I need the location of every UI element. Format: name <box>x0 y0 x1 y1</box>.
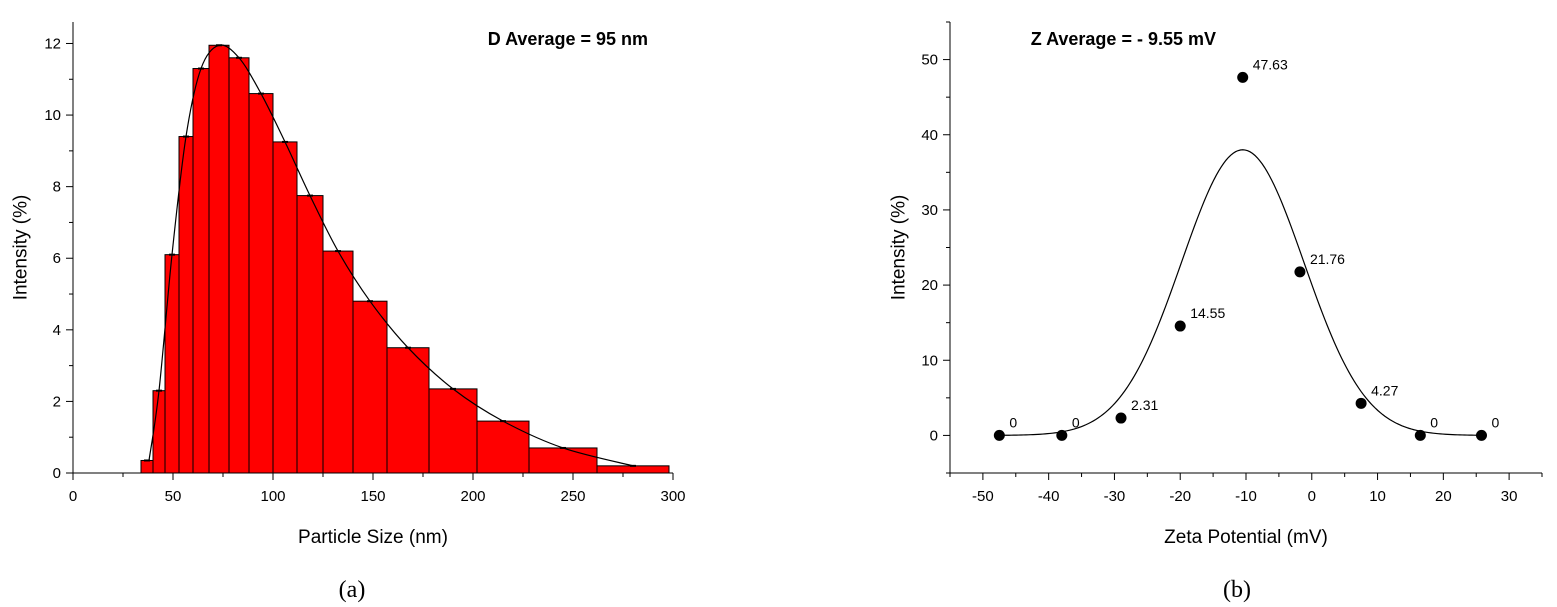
y-tick-label: 4 <box>53 322 61 339</box>
chart-panel-b: 0 0 2.31 14.55 47.63 21.76 4.27 0 0 -50 -40 -30 -20 -… <box>889 21 1543 603</box>
y-axis-title: Intensity (%) <box>889 195 910 301</box>
bar <box>164 254 180 474</box>
y-tick-label: 10 <box>44 107 61 124</box>
x-tick-label: 50 <box>165 488 182 505</box>
data-point <box>993 429 1005 441</box>
y-tick-label: 40 <box>921 127 938 144</box>
fit-curve <box>148 44 634 467</box>
bar <box>208 44 230 474</box>
x-tick-label: 150 <box>360 488 385 505</box>
x-tick-label: 10 <box>1369 488 1386 505</box>
y-tick-label: 8 <box>53 179 61 196</box>
y-tick-label: 50 <box>921 52 938 69</box>
data-label: 21.76 <box>1310 251 1345 267</box>
bar <box>140 459 154 474</box>
y-tick-label: 0 <box>930 427 938 444</box>
bar <box>352 300 388 474</box>
bar <box>248 93 274 474</box>
chart-panel-a: 0 50 100 150 200 250 300 0 2 4 6 8 10 12 Particle Size… <box>11 22 686 603</box>
data-label: 0 <box>1072 414 1080 430</box>
bar <box>386 347 430 474</box>
data-point <box>1355 397 1367 409</box>
data-label: 2.31 <box>1131 397 1158 413</box>
data-point <box>1115 412 1127 424</box>
x-tick-label: 300 <box>660 488 685 505</box>
data-label: 0 <box>1430 414 1438 430</box>
data-point <box>1475 429 1487 441</box>
x-tick-label: 100 <box>260 488 285 505</box>
y-tick-label: 6 <box>53 250 61 267</box>
bar <box>152 390 166 474</box>
x-tick-label: -50 <box>972 488 994 505</box>
bar <box>192 68 210 474</box>
x-tick-label: 20 <box>1435 488 1452 505</box>
data-label: 0 <box>1491 414 1499 430</box>
bar <box>178 136 194 474</box>
bar <box>296 195 324 474</box>
bar <box>528 447 598 474</box>
x-tick-label: 0 <box>69 488 77 505</box>
bar <box>596 465 670 474</box>
y-tick-label: 12 <box>44 35 61 52</box>
x-axis-title: Particle Size (nm) <box>298 527 448 548</box>
data-point <box>1237 71 1249 83</box>
bar <box>322 250 354 474</box>
panel-caption: (b) <box>1223 577 1251 603</box>
panel-caption: (a) <box>339 577 366 603</box>
x-tick-label: -40 <box>1038 488 1060 505</box>
x-tick-label: 30 <box>1501 488 1518 505</box>
y-tick-label: 10 <box>921 352 938 369</box>
bar <box>272 141 298 474</box>
average-annotation: Z Average = - 9.55 mV <box>1031 29 1216 49</box>
x-tick-label: 250 <box>560 488 585 505</box>
data-point <box>1414 429 1426 441</box>
x-tick-label: 0 <box>1308 488 1316 505</box>
data-label: 4.27 <box>1371 382 1398 398</box>
average-annotation: D Average = 95 nm <box>488 29 648 49</box>
fit-curve <box>999 149 1482 436</box>
x-tick-label: -30 <box>1104 488 1126 505</box>
y-tick-label: 0 <box>53 465 61 482</box>
data-point <box>1056 429 1068 441</box>
data-point <box>1174 320 1186 332</box>
x-tick-label: -20 <box>1169 488 1191 505</box>
data-point <box>1294 266 1306 278</box>
y-axis-title: Intensity (%) <box>11 195 32 301</box>
data-label: 47.63 <box>1253 56 1288 72</box>
y-tick-label: 20 <box>921 277 938 294</box>
data-label: 14.55 <box>1190 305 1225 321</box>
bar <box>476 420 530 474</box>
y-tick-label: 30 <box>921 202 938 219</box>
data-label: 0 <box>1009 414 1017 430</box>
x-tick-label: 200 <box>460 488 485 505</box>
x-tick-label: -10 <box>1235 488 1257 505</box>
bar <box>228 57 250 474</box>
x-axis-title: Zeta Potential (mV) <box>1164 527 1328 548</box>
y-tick-label: 2 <box>53 393 61 410</box>
